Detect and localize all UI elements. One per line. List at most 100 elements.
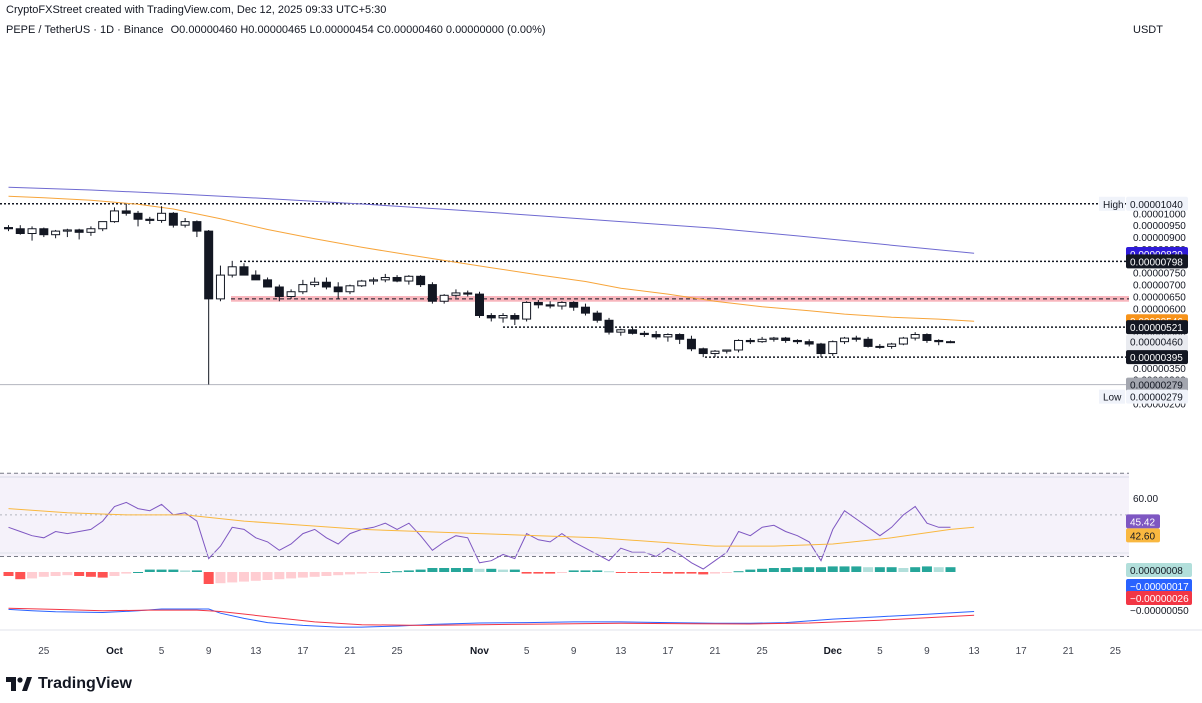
price-chart[interactable]: 25 Oct 5 9 13 17 21 25 Nov 5 9 13 17 21 25 Dec 5 9 13 17 21 2… [0, 0, 1202, 670]
price-tick-label: 0.00000600 [1133, 304, 1186, 315]
candle-body [380, 276, 390, 281]
candle-body [816, 343, 826, 355]
candle-body [251, 274, 261, 281]
time-axis: 25 Oct 5 9 13 17 21 25 Nov 5 9 13 17 21 25 Dec 5 9 13 17 21 2… [38, 646, 1121, 657]
candle-body [416, 275, 426, 286]
price-tick-label: 0.00000700 [1133, 281, 1186, 292]
time-tick-label: 17 [297, 646, 309, 657]
macd-histogram-bar [450, 568, 461, 572]
candle-body [168, 212, 178, 226]
candle-body [898, 337, 908, 345]
candle-body [15, 228, 25, 235]
candle-body [604, 319, 614, 333]
candle-body [98, 221, 108, 230]
macd-histogram-bar [839, 566, 850, 572]
candle-body [39, 228, 49, 236]
candle-body [875, 345, 885, 348]
price-tick-label: 0.00000900 [1133, 233, 1186, 244]
macd-histogram-bar [250, 572, 261, 581]
candle-body [145, 218, 155, 221]
macd-histogram-bar [262, 572, 273, 580]
macd-histogram-bar [15, 572, 26, 580]
low-tag: Low [1103, 393, 1122, 404]
high-value-label: 0.00001040 [1130, 200, 1183, 211]
low-line-value-label: 0.00000279 [1130, 381, 1183, 392]
macd-histogram-bar [462, 568, 473, 572]
time-tick-label: Nov [470, 646, 489, 657]
open-value: O0.00000460 [170, 24, 238, 36]
candle-body [357, 280, 367, 287]
macd-histogram-bar [227, 572, 238, 583]
macd-histogram-bar [710, 572, 720, 574]
macd-histogram-bar [121, 572, 132, 574]
candle-body [62, 229, 72, 232]
time-tick-label: 9 [571, 646, 577, 657]
candle-body [934, 339, 944, 343]
candle-body [463, 292, 473, 295]
rsi-tick-label: 60.00 [1133, 494, 1158, 505]
macd-histogram-bar [556, 572, 567, 573]
candle-body [310, 281, 320, 286]
candle-body [180, 221, 190, 226]
macd-histogram-bar [439, 568, 450, 572]
candle-body [734, 339, 744, 351]
tradingview-logo-text: TradingView [38, 675, 132, 692]
level-521-label: 0.00000521 [1130, 323, 1183, 334]
macd-histogram-bar [3, 572, 14, 576]
macd-histogram-bar [239, 572, 249, 582]
macd-histogram-bar [356, 572, 367, 574]
close-value: C0.00000460 [376, 24, 443, 36]
price-tick-label: 0.00000200 [1133, 399, 1186, 410]
price-tick-label: 0.00001000 [1133, 209, 1186, 220]
macd-histogram-bar [521, 572, 532, 574]
symbol-ohlc-line: PEPE / TetherUS · 1D · Binance O0.000004… [6, 24, 546, 36]
macd-histogram-bar [674, 572, 685, 574]
symbol-name[interactable]: PEPE / TetherUS · 1D · Binance [6, 24, 164, 36]
macd-signal-value-label-bg [1126, 591, 1192, 605]
macd-histogram-bar [38, 572, 49, 577]
candle-body [533, 301, 543, 306]
low-line-value-label-bg [1126, 377, 1188, 392]
time-tick-label: 21 [709, 646, 721, 657]
currency-label[interactable]: USDT [1133, 24, 1163, 36]
level-798-label-bg [1126, 254, 1188, 269]
macd-histogram-bar [415, 569, 426, 572]
ma-fast-line [8, 195, 975, 322]
macd-histogram-value-label-bg [1126, 563, 1192, 577]
candle-body [133, 212, 143, 220]
candle-body [451, 292, 461, 296]
current-price-label: 0.00000460 [1130, 338, 1183, 349]
macd-histogram-bar [109, 572, 120, 576]
candle-body [298, 284, 308, 293]
candle-body [263, 279, 273, 288]
candle-body [215, 274, 225, 300]
candle-body [628, 329, 638, 334]
candle-body [392, 276, 402, 282]
macd-histogram-bar [498, 569, 509, 572]
macd-histogram-bar [191, 570, 202, 572]
level-395-label-bg [1126, 350, 1188, 365]
candle-body [745, 339, 755, 343]
candle-body [580, 306, 590, 314]
macd-histogram-bar [333, 572, 344, 576]
time-tick-label: 25 [38, 646, 50, 657]
candle-body [675, 334, 685, 340]
low-value-label-bg [1126, 389, 1188, 404]
macd-histogram-bar [62, 572, 73, 576]
macd-histogram-bar [698, 572, 709, 575]
rsi-value-label: 45.42 [1130, 517, 1155, 528]
level-521-label-bg [1126, 320, 1188, 335]
high-tag: High [1103, 200, 1124, 211]
candle-body [769, 337, 779, 340]
macd-histogram-bar [662, 572, 673, 574]
rsi-ma-value-label-bg [1126, 528, 1160, 543]
macd-histogram-bar [156, 569, 167, 572]
macd-histogram-bar [486, 568, 497, 572]
macd-histogram-bar [886, 567, 897, 572]
high-value-label-bg [1126, 196, 1188, 211]
candles-layer [4, 203, 955, 385]
macd-histogram-bar [215, 572, 226, 584]
macd-signal-line [8, 607, 975, 626]
time-tick-label: 21 [344, 646, 356, 657]
tradingview-logo[interactable]: TradingView [6, 674, 132, 694]
